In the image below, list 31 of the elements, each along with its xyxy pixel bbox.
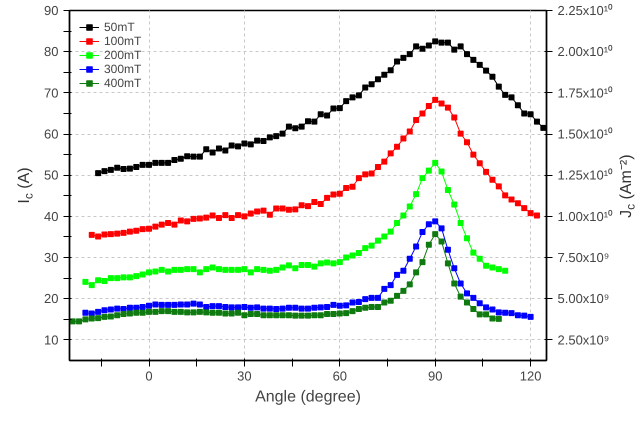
y2-tick-label: 1.75x10¹⁰	[558, 85, 614, 100]
y-tick-label: 10	[44, 332, 59, 348]
y2-tick-label: 2.50x10⁹	[558, 332, 610, 348]
legend-label: 300mT	[104, 62, 142, 76]
y-tick-label: 60	[44, 126, 59, 142]
y2-tick-label: 2.25x10¹⁰	[558, 3, 614, 18]
y-tick-label: 70	[44, 85, 59, 100]
y2-tick-label: 5.00x10⁹	[558, 291, 610, 306]
x-tick-label: 120	[520, 368, 542, 384]
legend-label: 50mT	[104, 20, 135, 34]
y2-tick-label: 1.00x10¹⁰	[558, 208, 614, 224]
y-tick-label: 50	[44, 168, 59, 183]
y2-axis-title: Jc (Am⁻²)	[618, 154, 638, 218]
y-tick-label: 40	[44, 208, 59, 224]
x-tick-label: 90	[428, 368, 442, 384]
y-tick-label: 30	[44, 250, 59, 266]
x-axis-title: Angle (degree)	[255, 388, 361, 406]
x-tick-label: 60	[332, 368, 348, 384]
y-tick-label: 80	[44, 44, 59, 60]
y2-tick-label: 1.50x10¹⁰	[558, 126, 614, 142]
legend-label: 200mT	[104, 48, 142, 62]
y-tick-label: 90	[44, 3, 59, 18]
y2-tick-label: 2.00x10¹⁰	[558, 44, 614, 60]
x-tick-label: 30	[237, 368, 252, 384]
y2-tick-label: 7.50x10⁹	[558, 250, 610, 266]
y-axis-title: Ic (A)	[16, 167, 36, 204]
x-tick-label: 0	[145, 368, 153, 384]
legend-label: 400mT	[104, 76, 142, 90]
y2-tick-label: 1.25x10¹⁰	[558, 168, 614, 183]
legend-label: 100mT	[104, 34, 142, 48]
y-tick-label: 20	[44, 291, 59, 306]
